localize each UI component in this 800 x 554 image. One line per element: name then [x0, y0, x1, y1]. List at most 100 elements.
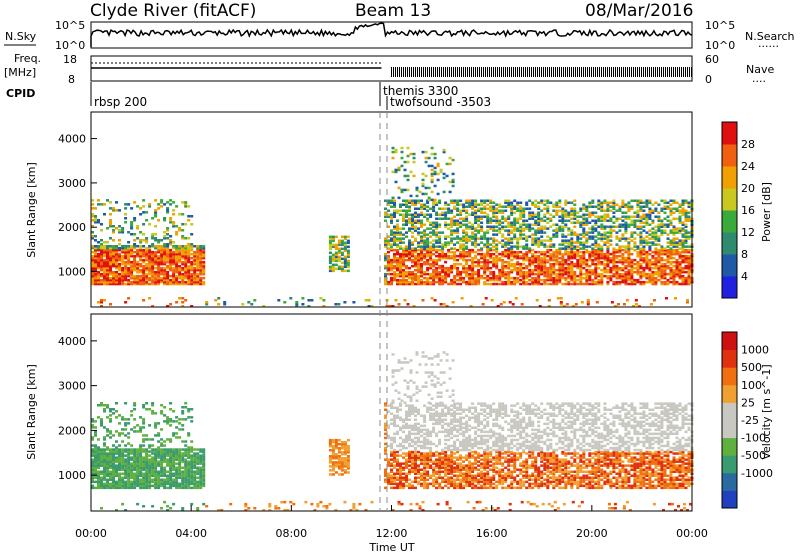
- heatmap-cell: [103, 250, 106, 254]
- heatmap-cell: [184, 223, 188, 226]
- heatmap-cell: [166, 201, 170, 204]
- heatmap-cell: [193, 474, 197, 477]
- heatmap-cell: [513, 268, 517, 272]
- heatmap-cell: [429, 282, 433, 286]
- heatmap-cell: [474, 272, 478, 276]
- heatmap-cell: [522, 258, 526, 262]
- heatmap-cell: [97, 262, 100, 266]
- heatmap-cell: [130, 474, 134, 477]
- heatmap-cell: [106, 474, 109, 477]
- heatmap-cell: [471, 264, 475, 268]
- heatmap-cell: [537, 280, 541, 284]
- heatmap-cell: [190, 482, 194, 486]
- heatmap-cell: [444, 256, 448, 260]
- heatmap-cell: [109, 452, 112, 455]
- heatmap-cell: [202, 245, 206, 248]
- heatmap-cell: [504, 276, 508, 280]
- heatmap-cell: [387, 258, 390, 262]
- heatmap-cell: [393, 266, 396, 270]
- heatmap-cell: [172, 274, 176, 278]
- heatmap-cell: [160, 201, 164, 204]
- heatmap-cell: [391, 196, 395, 200]
- heatmap-cell: [627, 252, 631, 256]
- heatmap-cell: [432, 278, 436, 282]
- heatmap-cell: [130, 270, 134, 274]
- heatmap-cell: [678, 227, 682, 230]
- heatmap-cell: [510, 201, 514, 204]
- heatmap-cell: [459, 213, 463, 216]
- heatmap-cell: [414, 262, 417, 266]
- heatmap-cell: [567, 282, 571, 286]
- heatmap-cell: [196, 484, 200, 488]
- heatmap-cell: [549, 270, 553, 274]
- heatmap-cell: [480, 266, 484, 270]
- cpid-mode-1: themis 3300: [383, 84, 458, 98]
- heatmap-cell: [148, 262, 152, 266]
- heatmap-cell: [666, 241, 670, 244]
- heatmap-cell: [624, 217, 628, 220]
- heatmap-cell: [187, 246, 191, 250]
- heatmap-cell: [435, 235, 439, 238]
- heatmap-cell: [585, 280, 589, 284]
- heatmap-cell: [109, 225, 112, 228]
- heatmap-cell: [181, 476, 185, 479]
- heatmap-cell: [118, 468, 121, 471]
- heatmap-cell: [169, 466, 173, 469]
- heatmap-cell: [387, 215, 390, 218]
- heatmap-cell: [328, 261, 332, 265]
- heatmap-cell: [531, 233, 535, 236]
- heatmap-cell: [528, 229, 532, 232]
- heatmap-cell: [172, 454, 176, 457]
- heatmap-cell: [202, 254, 206, 258]
- heatmap-cell: [501, 250, 505, 254]
- heatmap-cell: [426, 239, 430, 242]
- heatmap-cell: [621, 205, 625, 208]
- heatmap-cell: [187, 243, 191, 246]
- heatmap-cell: [597, 248, 601, 252]
- heatmap-cell: [151, 460, 155, 463]
- heatmap-cell: [133, 268, 137, 272]
- heatmap-cell: [681, 266, 685, 270]
- heatmap-cell: [166, 482, 170, 486]
- heatmap-cell: [91, 258, 94, 262]
- heatmap-cell: [112, 231, 115, 234]
- heatmap-cell: [456, 227, 460, 230]
- heatmap-cell: [534, 215, 538, 218]
- heatmap-cell: [103, 258, 106, 262]
- heatmap-cell: [501, 264, 505, 268]
- heatmap-cell: [148, 272, 152, 276]
- heatmap-cell: [483, 199, 487, 202]
- heatmap-cell: [591, 199, 595, 202]
- heatmap-cell: [684, 266, 688, 270]
- heatmap-cell: [558, 227, 562, 230]
- heatmap-cell: [627, 272, 631, 276]
- heatmap-cell: [675, 237, 679, 240]
- heatmap-cell: [486, 247, 490, 250]
- heatmap-cell: [169, 203, 173, 206]
- heatmap-cell: [621, 254, 625, 258]
- colorbar-segment: [722, 188, 737, 211]
- heatmap-cell: [504, 201, 508, 204]
- heatmap-cell: [160, 280, 164, 284]
- heatmap-cell: [639, 237, 643, 240]
- heatmap-cell: [127, 250, 131, 254]
- heatmap-cell: [157, 272, 161, 276]
- heatmap-cell: [588, 237, 592, 240]
- heatmap-cell: [427, 156, 431, 160]
- heatmap-cell: [660, 229, 664, 232]
- heatmap-cell: [525, 245, 529, 248]
- heatmap-cell: [196, 462, 200, 465]
- heatmap-cell: [435, 211, 439, 214]
- heatmap-cell: [663, 262, 667, 266]
- heatmap-cell: [100, 462, 103, 465]
- heatmap-cell: [190, 280, 194, 284]
- heatmap-cell: [666, 223, 670, 226]
- heatmap-cell: [639, 199, 643, 202]
- heatmap-cell: [612, 252, 616, 256]
- heatmap-cell: [639, 258, 643, 262]
- heatmap-cell: [420, 274, 423, 278]
- heatmap-cell: [184, 270, 188, 274]
- heatmap-cell: [489, 219, 493, 222]
- heatmap-cell: [651, 266, 655, 270]
- heatmap-cell: [534, 258, 538, 262]
